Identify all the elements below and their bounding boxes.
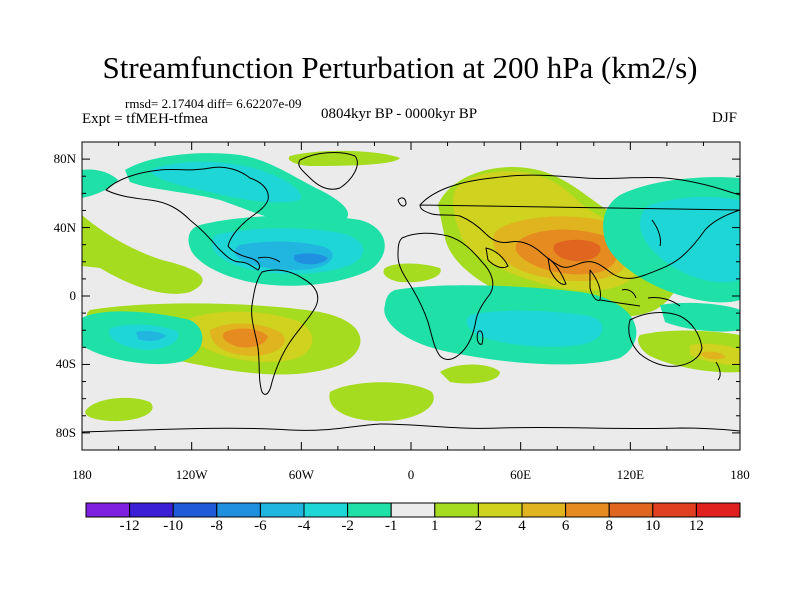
colorbar-label: 1 [431, 518, 439, 534]
season-label: DJF [712, 110, 738, 126]
colorbar-swatch [521, 502, 567, 518]
colorbar-swatch [695, 502, 741, 518]
lon-tick-label: 120W [175, 467, 208, 482]
colorbar-swatch [434, 502, 479, 518]
colorbar-swatch [303, 502, 349, 518]
lat-tick-label: 80N [53, 151, 76, 167]
positive-8-10-regions [553, 239, 601, 262]
colorbar-swatch [85, 502, 131, 518]
colorbar-swatch [172, 502, 218, 518]
map-title: Streamfunction Perturbation at 200 hPa (… [102, 50, 698, 85]
colorbar [85, 502, 741, 518]
map-ticks [81, 141, 741, 451]
lat-tick-label: 40N [53, 219, 76, 235]
colorbar-label: 4 [518, 518, 526, 534]
lon-tick-label: 60W [288, 467, 314, 482]
lon-tick-label: 0 [407, 467, 415, 482]
colorbar-label: 6 [561, 518, 570, 534]
colorbar-label: 2 [474, 518, 483, 534]
colorbar-swatch [608, 502, 654, 518]
lat-tick-label: 80S [55, 424, 76, 440]
colorbar-label: -1 [384, 518, 398, 534]
colorbar-label: 8 [605, 518, 613, 534]
colorbar-swatch [652, 502, 697, 518]
colorbar-label: -2 [341, 518, 354, 534]
negative-6-8-regions [293, 253, 328, 265]
colorbar-swatch [216, 502, 261, 518]
lon-tick-label: 60E [510, 467, 532, 482]
map-plot-area [82, 142, 740, 450]
period-label: 0804kyr BP - 0000kyr BP [321, 106, 478, 122]
colorbar-swatch [347, 502, 392, 518]
colorbar-label: -8 [210, 518, 224, 534]
lat-tick-label: 40S [55, 356, 76, 372]
colorbar-label: -12 [119, 518, 140, 534]
lat-tick-label: 0 [69, 288, 77, 303]
colorbar-label: 10 [645, 518, 661, 534]
experiment-label: Expt = tfMEH-tfmea [82, 111, 208, 127]
colorbar-swatch [477, 502, 523, 518]
colorbar-swatch [565, 502, 610, 518]
colorbar-label: -10 [163, 518, 184, 534]
lon-tick-label: 180 [72, 467, 92, 482]
colorbar-swatch [259, 502, 305, 518]
lon-tick-label: 180 [730, 467, 750, 482]
colorbar-label: 12 [688, 518, 704, 534]
rmsd-stats: rmsd= 2.17404 diff= 6.62207e-09 [125, 96, 302, 111]
colorbar-swatch [129, 502, 174, 518]
colorbar-label: -4 [297, 518, 311, 534]
colorbar-label: -6 [254, 518, 267, 534]
colorbar-swatch [390, 502, 436, 518]
coastlines [82, 152, 740, 433]
lon-tick-label: 120E [616, 467, 645, 482]
